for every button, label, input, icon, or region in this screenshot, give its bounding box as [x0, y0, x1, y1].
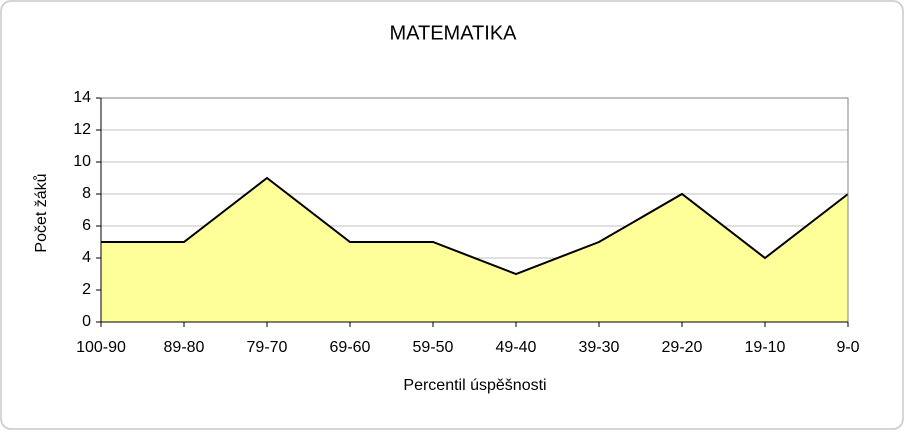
x-tick-label: 100-90 [76, 339, 126, 356]
y-tick-label: 6 [82, 217, 91, 234]
y-tick-label: 10 [73, 153, 91, 170]
x-tick-label: 79-70 [247, 339, 288, 356]
x-tick-label: 19-10 [745, 339, 786, 356]
y-axis-label: Počet žáků [32, 173, 50, 252]
y-tick-label: 8 [82, 185, 91, 202]
x-axis-label: Percentil úspěšnosti [403, 377, 546, 394]
y-tick-label: 4 [82, 249, 91, 266]
x-tick-label: 49-40 [496, 339, 537, 356]
x-tick-label: 59-50 [413, 339, 454, 356]
area-fill [101, 178, 848, 322]
y-tick-label: 0 [82, 313, 91, 330]
chart-title: MATEMATIKA [389, 22, 517, 44]
x-tick-label: 9-0 [836, 339, 859, 356]
y-tick-label: 14 [73, 89, 91, 106]
x-tick-label: 39-30 [579, 339, 620, 356]
y-tick-label: 2 [82, 281, 91, 298]
x-tick-label: 89-80 [164, 339, 205, 356]
area-line [101, 176, 849, 276]
y-tick-label: 12 [73, 121, 91, 138]
x-tick-label: 69-60 [330, 339, 371, 356]
x-tick-label: 29-20 [662, 339, 703, 356]
